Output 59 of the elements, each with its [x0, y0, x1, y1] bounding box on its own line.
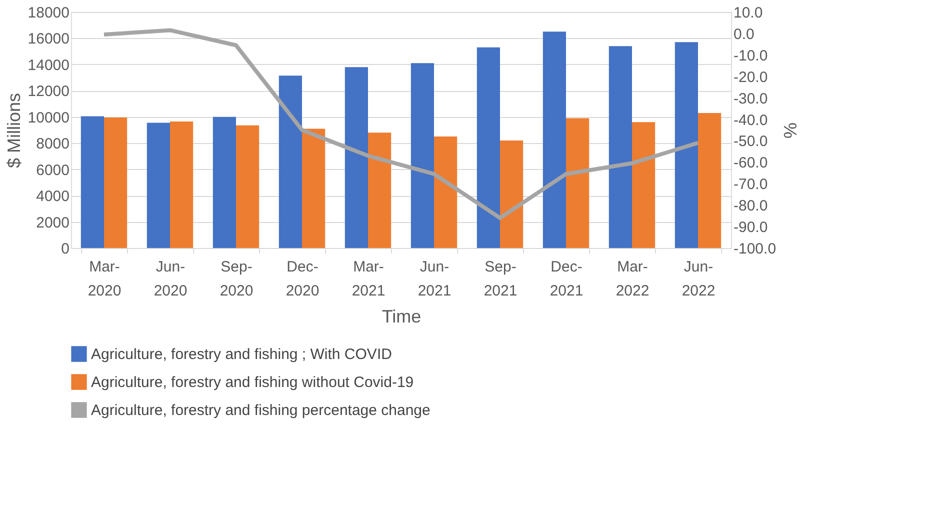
bar [674, 42, 698, 248]
y2-axis-title: % [780, 122, 800, 139]
bar [476, 47, 500, 248]
x-tick-label: Mar-2020 [88, 258, 122, 300]
x-tick-label: Mar-2022 [616, 258, 650, 300]
y2-tick-label: -100.0 [734, 240, 776, 258]
bar [500, 140, 524, 248]
bar [434, 136, 458, 248]
bar [104, 118, 128, 248]
bar [368, 132, 392, 248]
bar [566, 118, 590, 248]
x-tick-label: Sep-2020 [220, 258, 254, 300]
bar [698, 112, 722, 248]
legend-label: Agriculture, forestry and fishing without Covid-19 [91, 374, 414, 391]
x-tick-label: Dec-2021 [550, 258, 584, 300]
y-tick-label: 14000 [28, 56, 70, 74]
y2-tick-label: -90.0 [734, 219, 768, 236]
x-tick-label: Mar-2021 [352, 258, 386, 300]
x-tick-label: Jun-2020 [154, 258, 188, 300]
y2-tick-label: 0.0 [734, 26, 754, 43]
bar [344, 67, 368, 248]
y-axis-title: $ Millions [4, 92, 24, 168]
y2-tick-label: -40.0 [734, 112, 768, 129]
bar [410, 63, 434, 248]
y-tick-label: 18000 [28, 4, 70, 22]
y2-tick-label: -30.0 [734, 90, 768, 108]
x-axis-title: Time [382, 306, 422, 326]
y-tick-label: 2000 [36, 214, 70, 232]
y2-tick-label: -60.0 [734, 154, 768, 172]
y2-tick-label: -80.0 [734, 198, 768, 215]
legend-label: Agriculture, forestry and fishing percentage change [91, 402, 430, 419]
y2-tick-label: 10.0 [734, 4, 763, 22]
bar [632, 122, 656, 248]
y2-tick-label: -70.0 [734, 176, 768, 194]
x-tick-label: Dec-2020 [286, 258, 320, 300]
y2-tick-label: -10.0 [734, 47, 768, 64]
bar [170, 121, 194, 248]
bar [236, 125, 260, 248]
bar [278, 76, 302, 248]
x-tick-label: Sep-2021 [484, 258, 518, 300]
y-tick-label: 6000 [36, 162, 70, 179]
legend-label: Agriculture, forestry and fishing ; With COVID [91, 346, 392, 363]
y-tick-label: 0 [61, 240, 70, 258]
y-tick-label: 12000 [28, 83, 70, 100]
bar [608, 46, 632, 248]
y2-tick-label: -20.0 [734, 68, 768, 86]
y-tick-label: 10000 [28, 109, 70, 126]
bar [146, 122, 170, 248]
bar [80, 116, 104, 248]
bar [302, 128, 326, 248]
bar [212, 116, 236, 248]
y-tick-label: 16000 [28, 30, 70, 48]
bar [542, 32, 566, 248]
y2-tick-label: -50.0 [734, 133, 768, 150]
x-tick-label: Jun-2021 [418, 258, 452, 300]
y-tick-label: 8000 [36, 136, 70, 153]
line-series [102, 28, 700, 220]
y-tick-label: 4000 [36, 188, 70, 206]
x-tick-label: Jun-2022 [682, 258, 716, 300]
